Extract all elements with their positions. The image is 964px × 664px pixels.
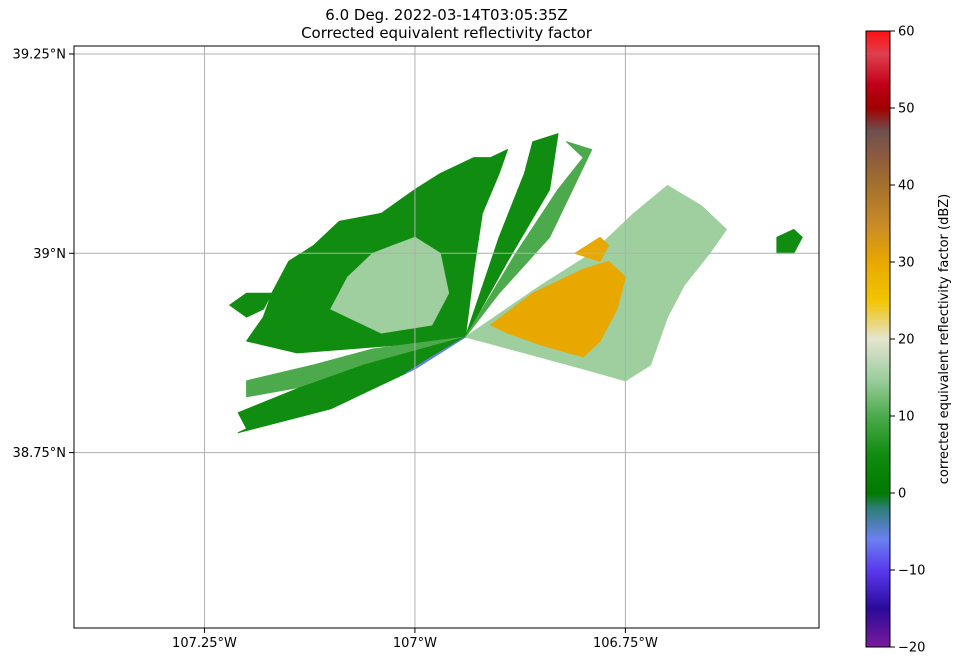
colorbar-tick-label: 0	[898, 487, 906, 502]
reflectivity-field	[229, 133, 803, 434]
colorbar-tick-label: 30	[898, 256, 915, 271]
colorbar-ticks: −20 −10 0 10 20 30 40 50 60	[890, 25, 925, 656]
x-tick-label: 107.25°W	[172, 636, 237, 651]
y-axis-ticks: 39.25°N 39°N 38.75°N	[13, 47, 74, 461]
x-tick-label: 107°W	[393, 636, 437, 651]
colorbar-tick-label: 20	[898, 333, 915, 348]
y-tick-label: 39°N	[33, 247, 66, 262]
y-tick-label: 38.75°N	[13, 446, 66, 461]
echo-east-moderate-core	[490, 260, 626, 358]
echo-far-west-fragment	[229, 292, 273, 318]
colorbar-label: corrected equivalent reflectivity factor…	[937, 194, 952, 485]
colorbar-tick-label: −10	[898, 564, 925, 579]
colorbar	[865, 30, 891, 648]
echo-east-moderate-north	[574, 236, 609, 262]
echo-northeast-spoke	[464, 141, 593, 338]
echo-south-blue-spoke	[406, 336, 466, 374]
x-axis-ticks: 107.25°W 107°W 106.75°W	[172, 628, 658, 651]
echo-nne-narrow-spoke	[464, 133, 559, 338]
x-tick-label: 106.75°W	[593, 636, 658, 651]
colorbar-tick-label: 60	[898, 25, 915, 40]
echo-far-east-blob	[776, 228, 803, 254]
echo-southwest-spoke-3	[237, 336, 466, 434]
chart-subtitle: Corrected equivalent reflectivity factor	[301, 24, 592, 42]
colorbar-tick-label: 10	[898, 410, 915, 425]
colorbar-tick-label: 40	[898, 179, 915, 194]
chart-title: 6.0 Deg. 2022-03-14T03:05:35Z	[325, 6, 568, 24]
map-gridlines	[74, 46, 819, 628]
colorbar-tick-label: −20	[898, 641, 925, 656]
plot-frame	[73, 45, 820, 629]
y-tick-label: 39.25°N	[13, 47, 66, 62]
colorbar-tick-label: 50	[898, 102, 915, 117]
